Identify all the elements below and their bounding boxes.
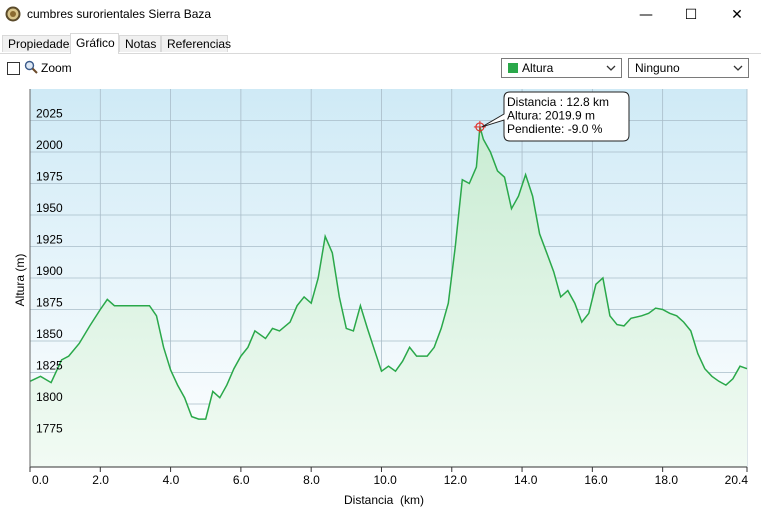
x-tick-label: 4.0 (163, 473, 180, 487)
series-select-value: Altura (522, 61, 554, 75)
series-color-swatch (508, 63, 518, 73)
y-tick-label: 1925 (36, 233, 63, 247)
elevation-chart: 0.0 2.0 4.0 6.0 8.0 10.0 12.0 14.0 16.0 18.0 20.4 … (13, 89, 749, 507)
x-tick-label: 10.0 (373, 473, 397, 487)
x-tick-label: 16.0 (584, 473, 608, 487)
x-ticks: 0.0 2.0 4.0 6.0 8.0 10.0 12.0 14.0 16.0 18.0 20.4 (29, 467, 749, 487)
series-select[interactable]: Altura (501, 58, 622, 78)
tooltip-line: Altura: 2019.9 m (507, 109, 595, 123)
y-ticks: 1775 1800 1825 1850 1875 1900 1925 1950 1975 2000… (36, 107, 63, 436)
y-tick-label: 1900 (36, 264, 63, 278)
x-tick-label: 6.0 (233, 473, 250, 487)
chevron-down-icon (733, 65, 743, 71)
zoom-label: Zoom (41, 61, 72, 75)
x-tick-label: 8.0 (303, 473, 320, 487)
close-button[interactable]: ✕ (731, 7, 743, 23)
tab-grafico[interactable]: Gráfico (70, 33, 119, 54)
y-tick-label: 2025 (36, 107, 63, 121)
elevation-line (29, 126, 748, 420)
tooltip-box (481, 91, 630, 142)
y-tick-label: 1875 (36, 296, 63, 310)
minimize-button[interactable]: — (639, 7, 653, 23)
secondary-select-value: Ninguno (635, 61, 680, 75)
y-axis-label: Altura (m) (13, 254, 27, 307)
tab-notas[interactable]: Notas (119, 35, 161, 52)
x-axis-label: Distancia (km) (344, 493, 424, 507)
x-tick-label: 14.0 (514, 473, 538, 487)
x-tick-label: 12.0 (444, 473, 468, 487)
y-tick-label: 1850 (36, 327, 63, 341)
maximize-button[interactable]: ☐ (684, 7, 698, 23)
y-tick-label: 1975 (36, 170, 63, 184)
chevron-down-icon (606, 65, 616, 71)
tab-propiedades[interactable]: Propiedades (2, 35, 75, 52)
y-tick-label: 1950 (36, 201, 63, 215)
title-bar: cumbres surorientales Sierra Baza — ☐ ✕ (0, 0, 761, 30)
x-tick-label: 18.0 (655, 473, 679, 487)
y-tick-label: 1800 (36, 390, 63, 404)
y-tick-label: 1825 (36, 359, 63, 373)
elevation-area (30, 126, 747, 468)
tooltip-line: Distancia : 12.8 km (507, 95, 609, 109)
x-tick-label: 20.4 (725, 473, 749, 487)
tab-referencias[interactable]: Referencias (161, 35, 231, 52)
window-title: cumbres surorientales Sierra Baza (27, 7, 212, 21)
y-tick-label: 2000 (36, 138, 63, 152)
magnifier-icon (24, 60, 38, 74)
zoom-checkbox[interactable] (7, 62, 20, 75)
x-tick-label: 0.0 (32, 473, 49, 487)
tooltip-line: Pendiente: -9.0 % (507, 122, 603, 136)
tab-bar: Propiedades Gráfico Notas Referencias (0, 33, 761, 54)
y-tick-label: 1775 (36, 422, 63, 436)
app-logo-icon (5, 6, 21, 22)
hover-marker (473, 120, 486, 133)
secondary-select[interactable]: Ninguno (628, 58, 749, 78)
x-tick-label: 2.0 (92, 473, 109, 487)
